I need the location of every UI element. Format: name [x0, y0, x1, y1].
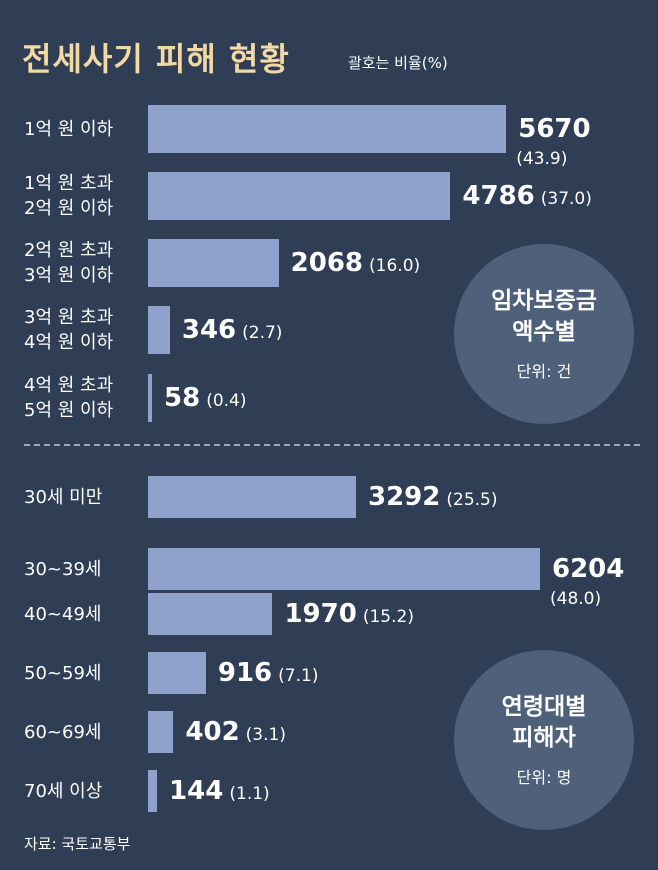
age-category-label: 30~39세: [24, 557, 101, 582]
deposit-percent-label: (2.7): [242, 323, 283, 343]
deposit-value-label: 346 (2.7): [182, 313, 283, 350]
age-circle-unit: 단위: 명: [516, 768, 572, 787]
age-category-label: 70세 이상: [24, 779, 102, 804]
age-bar: [148, 652, 206, 694]
age-value-number: 144: [169, 776, 224, 806]
age-category-label-line: 50~59세: [24, 662, 102, 684]
deposit-value-number: 2068: [290, 248, 364, 278]
age-category-label-line: 40~49세: [24, 603, 102, 625]
age-value-number: 402: [185, 717, 240, 747]
age-percent-label: (1.1): [229, 784, 270, 804]
deposit-category-label: 3억 원 초과 4억 원 이하: [24, 305, 113, 355]
deposit-category-label-line: 5억 원 이하: [24, 400, 114, 421]
age-category-label-line: 30세 미만: [24, 486, 103, 508]
deposit-bar: [148, 374, 152, 422]
age-percent-label: (7.1): [278, 666, 319, 686]
deposit-category-label: 4억 원 초과 5억 원 이하: [24, 373, 113, 423]
age-value-number: 3292: [368, 482, 441, 512]
deposit-value-number: 58: [164, 383, 201, 413]
age-percent-label: (48.0): [550, 589, 602, 609]
deposit-category-label-line: 4억 원 이하: [24, 332, 114, 353]
age-circle: 연령대별 피해자 단위: 명: [454, 650, 634, 830]
deposit-bar: [148, 105, 507, 153]
deposit-bar: [148, 172, 451, 220]
age-value-number: 1970: [284, 599, 357, 629]
age-category-label: 60~69세: [24, 720, 101, 745]
deposit-percent-label: (16.0): [369, 256, 421, 276]
age-value-label: 3292 (25.5): [368, 480, 498, 517]
age-percent-label: (3.1): [245, 725, 286, 745]
age-bar: [148, 711, 174, 753]
age-percent-label: (25.5): [446, 490, 498, 510]
deposit-circle-unit: 단위: 건: [516, 362, 572, 381]
deposit-value-label: 5670: [518, 112, 590, 149]
chart-subtitle: 괄호는 비율(%): [348, 54, 448, 72]
deposit-bar: [148, 239, 279, 287]
deposit-value-number: 346: [181, 315, 237, 345]
age-category-label: 40~49세: [24, 602, 101, 627]
deposit-circle-line2: 액수별: [512, 319, 576, 345]
deposit-value-label: 58 (0.4): [164, 381, 247, 418]
age-bar: [148, 770, 158, 812]
age-category-label-line: 30~39세: [24, 558, 102, 580]
age-bar: [148, 548, 540, 590]
deposit-category-label: 2억 원 초과 3억 원 이하: [24, 238, 113, 288]
age-value-number: 916: [217, 658, 273, 688]
deposit-value-label: 2068 (16.0): [291, 246, 421, 283]
age-value-label: 6204: [552, 552, 624, 589]
deposit-value-number: 5670: [518, 114, 591, 144]
deposit-value-label: 4786 (37.0): [462, 179, 592, 216]
age-percent-label: (15.2): [362, 607, 414, 627]
deposit-category-label-line: 2억 원 이하: [24, 198, 114, 219]
deposit-percent-label: (0.4): [206, 391, 247, 411]
deposit-category-label: 1억 원 이하: [24, 117, 113, 142]
chart-title: 전세사기 피해 현황: [22, 40, 290, 78]
deposit-category-label-line: 3억 원 이하: [24, 265, 114, 286]
deposit-category-label-line: 1억 원 초과: [24, 173, 114, 194]
deposit-value-number: 4786: [462, 181, 535, 211]
age-circle-line1: 연령대별: [501, 694, 587, 720]
age-bar: [148, 476, 356, 518]
deposit-category-label: 1억 원 초과 2억 원 이하: [24, 171, 113, 221]
deposit-percent-label: (37.0): [540, 189, 592, 209]
age-value-label: 1970 (15.2): [284, 597, 414, 634]
deposit-category-label-line: 1억 원 이하: [24, 118, 114, 140]
age-bar: [148, 593, 273, 635]
age-category-label-line: 60~69세: [24, 721, 102, 743]
age-value-label: 144 (1.1): [169, 774, 270, 811]
deposit-circle: 임차보증금 액수별 단위: 건: [454, 244, 634, 424]
section-divider: [24, 444, 640, 446]
deposit-category-label-line: 4억 원 초과: [24, 375, 114, 396]
age-value-label: 402 (3.1): [185, 715, 286, 752]
age-value-number: 6204: [552, 554, 625, 584]
age-value-label: 916 (7.1): [218, 656, 319, 693]
age-category-label-line: 70세 이상: [24, 780, 103, 802]
age-circle-line2: 피해자: [512, 725, 576, 751]
source-note: 자료: 국토교통부: [24, 835, 131, 853]
deposit-category-label-line: 3억 원 초과: [24, 307, 114, 328]
deposit-bar: [148, 306, 170, 354]
age-category-label: 50~59세: [24, 661, 101, 686]
deposit-circle-line1: 임차보증금: [491, 288, 597, 314]
deposit-percent-label: (43.9): [516, 149, 568, 169]
deposit-category-label-line: 2억 원 초과: [24, 240, 114, 261]
age-category-label: 30세 미만: [24, 485, 102, 510]
